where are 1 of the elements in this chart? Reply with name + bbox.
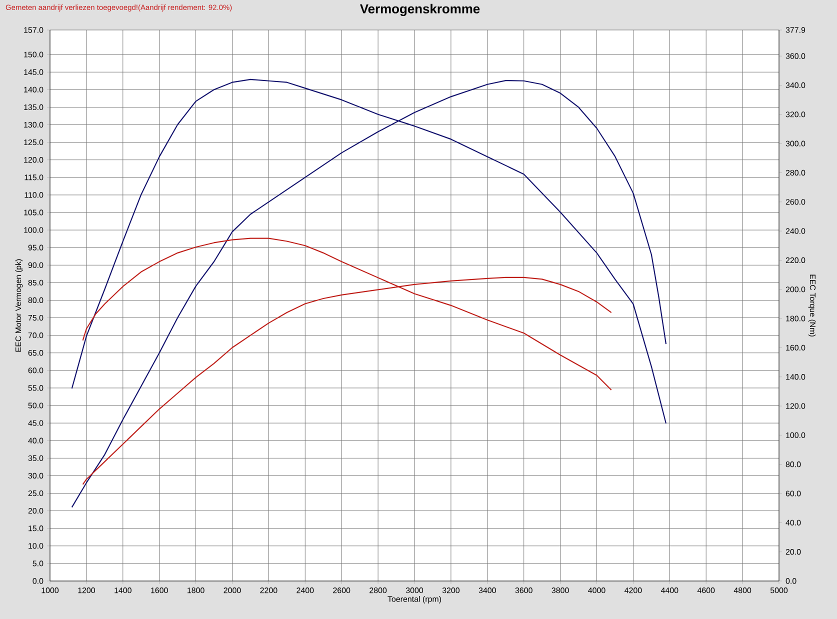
chart-title: Vermogenskromme: [360, 4, 480, 16]
